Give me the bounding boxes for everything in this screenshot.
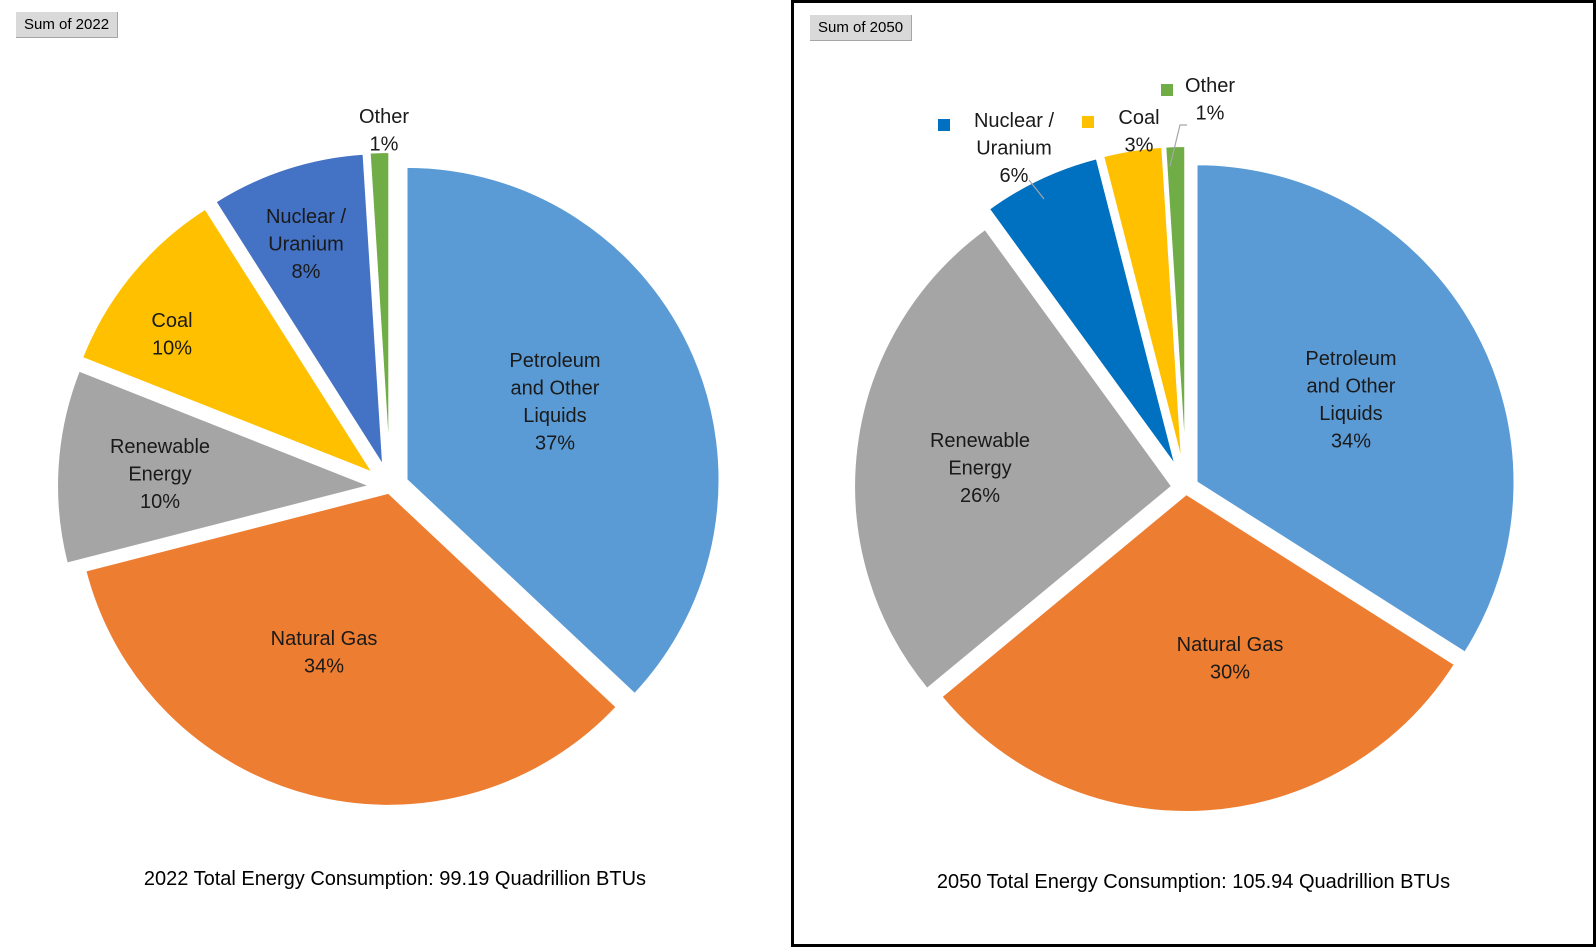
pie-slice-petroleum-and-other-liquids[interactable]	[405, 165, 721, 696]
data-label-natural-gas: Natural Gas 34%	[271, 628, 378, 678]
data-label-renewable-energy: Renewable Energy 10%	[110, 436, 210, 513]
field-button-sum-2050[interactable]: Sum of 2050	[810, 15, 913, 41]
pie-slice-natural-gas[interactable]	[939, 492, 1457, 813]
data-label-petroleum-and-other-liquids: Petroleum and Other Liquids 37%	[509, 350, 600, 455]
pie-slice-renewable-energy[interactable]	[56, 369, 374, 565]
data-label-other: Other 1%	[359, 106, 409, 156]
pie-slice-other[interactable]	[368, 151, 391, 466]
total-consumption-2050: 2050 Total Energy Consumption: 105.94 Qu…	[936, 871, 1451, 893]
leader-line-other	[1169, 124, 1187, 167]
data-label-nuclear-uranium: Nuclear / Uranium 8%	[266, 206, 346, 283]
data-label-petroleum-and-other-liquids: Petroleum and Other Liquids 34%	[1305, 348, 1396, 453]
chart-panel-2050: Sum of 2050 Petroleum and Other Liquids 34%…	[791, 0, 1596, 947]
pie-slice-coal[interactable]	[1101, 145, 1184, 465]
data-label-natural-gas: Natural Gas 30%	[1177, 634, 1284, 684]
pie-chart-2022: Petroleum and Other Liquids 37% Natural Gas 3…	[56, 106, 721, 807]
data-label-renewable-energy: Renewable Energy 26%	[930, 430, 1030, 507]
field-button-sum-2022[interactable]: Sum of 2022	[16, 12, 119, 38]
total-consumption-2022: 2022 Total Energy Consumption: 99.19 Qua…	[143, 868, 647, 890]
data-label-coal: Coal 3%	[1118, 107, 1159, 157]
legend-key-coal	[1082, 116, 1094, 128]
data-label-coal: Coal 10%	[151, 310, 192, 360]
pie-slice-natural-gas[interactable]	[84, 491, 619, 807]
pie-slice-petroleum-and-other-liquids[interactable]	[1195, 163, 1516, 654]
legend-key-other	[1161, 84, 1173, 96]
pie-chart-2050: Petroleum and Other Liquids 34% Natural Gas 3…	[853, 75, 1516, 813]
data-label-nuclear-uranium: Nuclear / Uranium 6%	[974, 110, 1054, 187]
legend-key-nuclear-uranium	[938, 119, 950, 131]
pie-slice-nuclear-uranium[interactable]	[987, 157, 1177, 467]
leader-line-nuclear-uranium	[1028, 179, 1045, 200]
pie-slice-coal[interactable]	[80, 207, 376, 476]
chart-panel-2022: Sum of 2022 Petroleum and Other Liquids 37%…	[0, 0, 790, 947]
data-label-other: Other 1%	[1185, 75, 1235, 125]
pie-slice-nuclear-uranium[interactable]	[214, 152, 385, 467]
pie-slice-renewable-energy[interactable]	[853, 227, 1174, 691]
